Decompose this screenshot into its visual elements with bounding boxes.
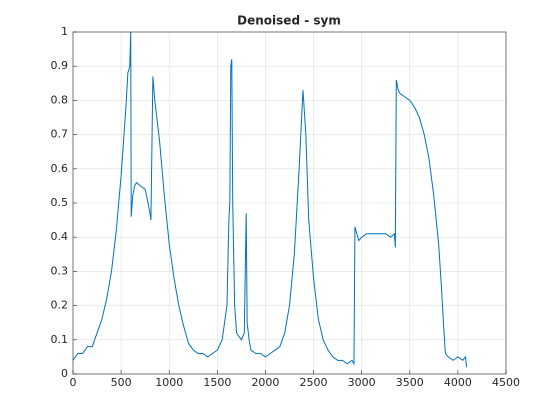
x-tick-label: 500 (111, 376, 132, 389)
chart-title: Denoised - sym (237, 14, 341, 28)
axes-box (72, 31, 507, 375)
x-tick-label: 3500 (396, 376, 424, 389)
y-tick-label: 0.3 (51, 264, 69, 277)
x-tick-label: 1000 (155, 376, 183, 389)
y-tick-label: 0.5 (51, 196, 69, 209)
y-tick-label: 0.4 (51, 230, 69, 243)
y-tick-label: 0.7 (51, 128, 69, 141)
y-tick-label: 0.1 (51, 333, 69, 346)
x-tick-label: 2500 (300, 376, 328, 389)
y-tick-label: 0.6 (51, 162, 69, 175)
y-tick-label: 1 (61, 25, 68, 38)
y-tick-label: 0.9 (51, 59, 69, 72)
y-tick-label: 0 (61, 367, 68, 380)
y-tick-label: 0.2 (51, 299, 69, 312)
x-tick-label: 1500 (203, 376, 231, 389)
x-tick-label: 0 (70, 376, 77, 389)
data-line (72, 31, 468, 368)
x-tick-label: 4000 (444, 376, 472, 389)
x-tick-label: 2000 (251, 376, 279, 389)
y-tick-label: 0.8 (51, 93, 69, 106)
x-tick-label: 4500 (492, 376, 520, 389)
x-tick-label: 3000 (348, 376, 376, 389)
